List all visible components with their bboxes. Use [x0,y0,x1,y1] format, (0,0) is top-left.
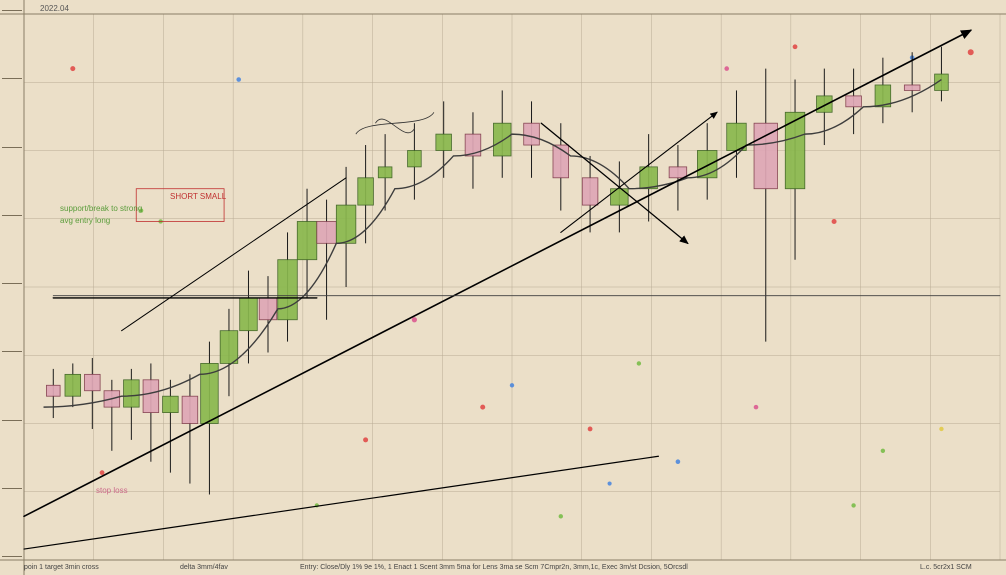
footer-label-2: delta 3mm/4fav [180,564,228,571]
y-tick [2,420,22,429]
y-tick [2,78,22,87]
footer-label-3: Entry: Close/Dly 1% 9e 1%, 1 Enact 1 Sce… [300,564,688,571]
footer-label-1: poin 1 target 3min cross [24,564,99,571]
y-tick [2,488,22,497]
footer-label-4: L.c. 5cr2x1 SCM [920,564,972,571]
y-tick [2,283,22,292]
y-tick [2,10,22,19]
price-chart[interactable] [0,0,1006,575]
chart-container[interactable]: 2022.04 support/break to strong avg entr… [0,0,1006,575]
y-tick [2,556,22,565]
y-tick [2,215,22,224]
y-tick [2,147,22,156]
chart-title: 2022.04 [40,4,69,13]
y-tick [2,351,22,360]
